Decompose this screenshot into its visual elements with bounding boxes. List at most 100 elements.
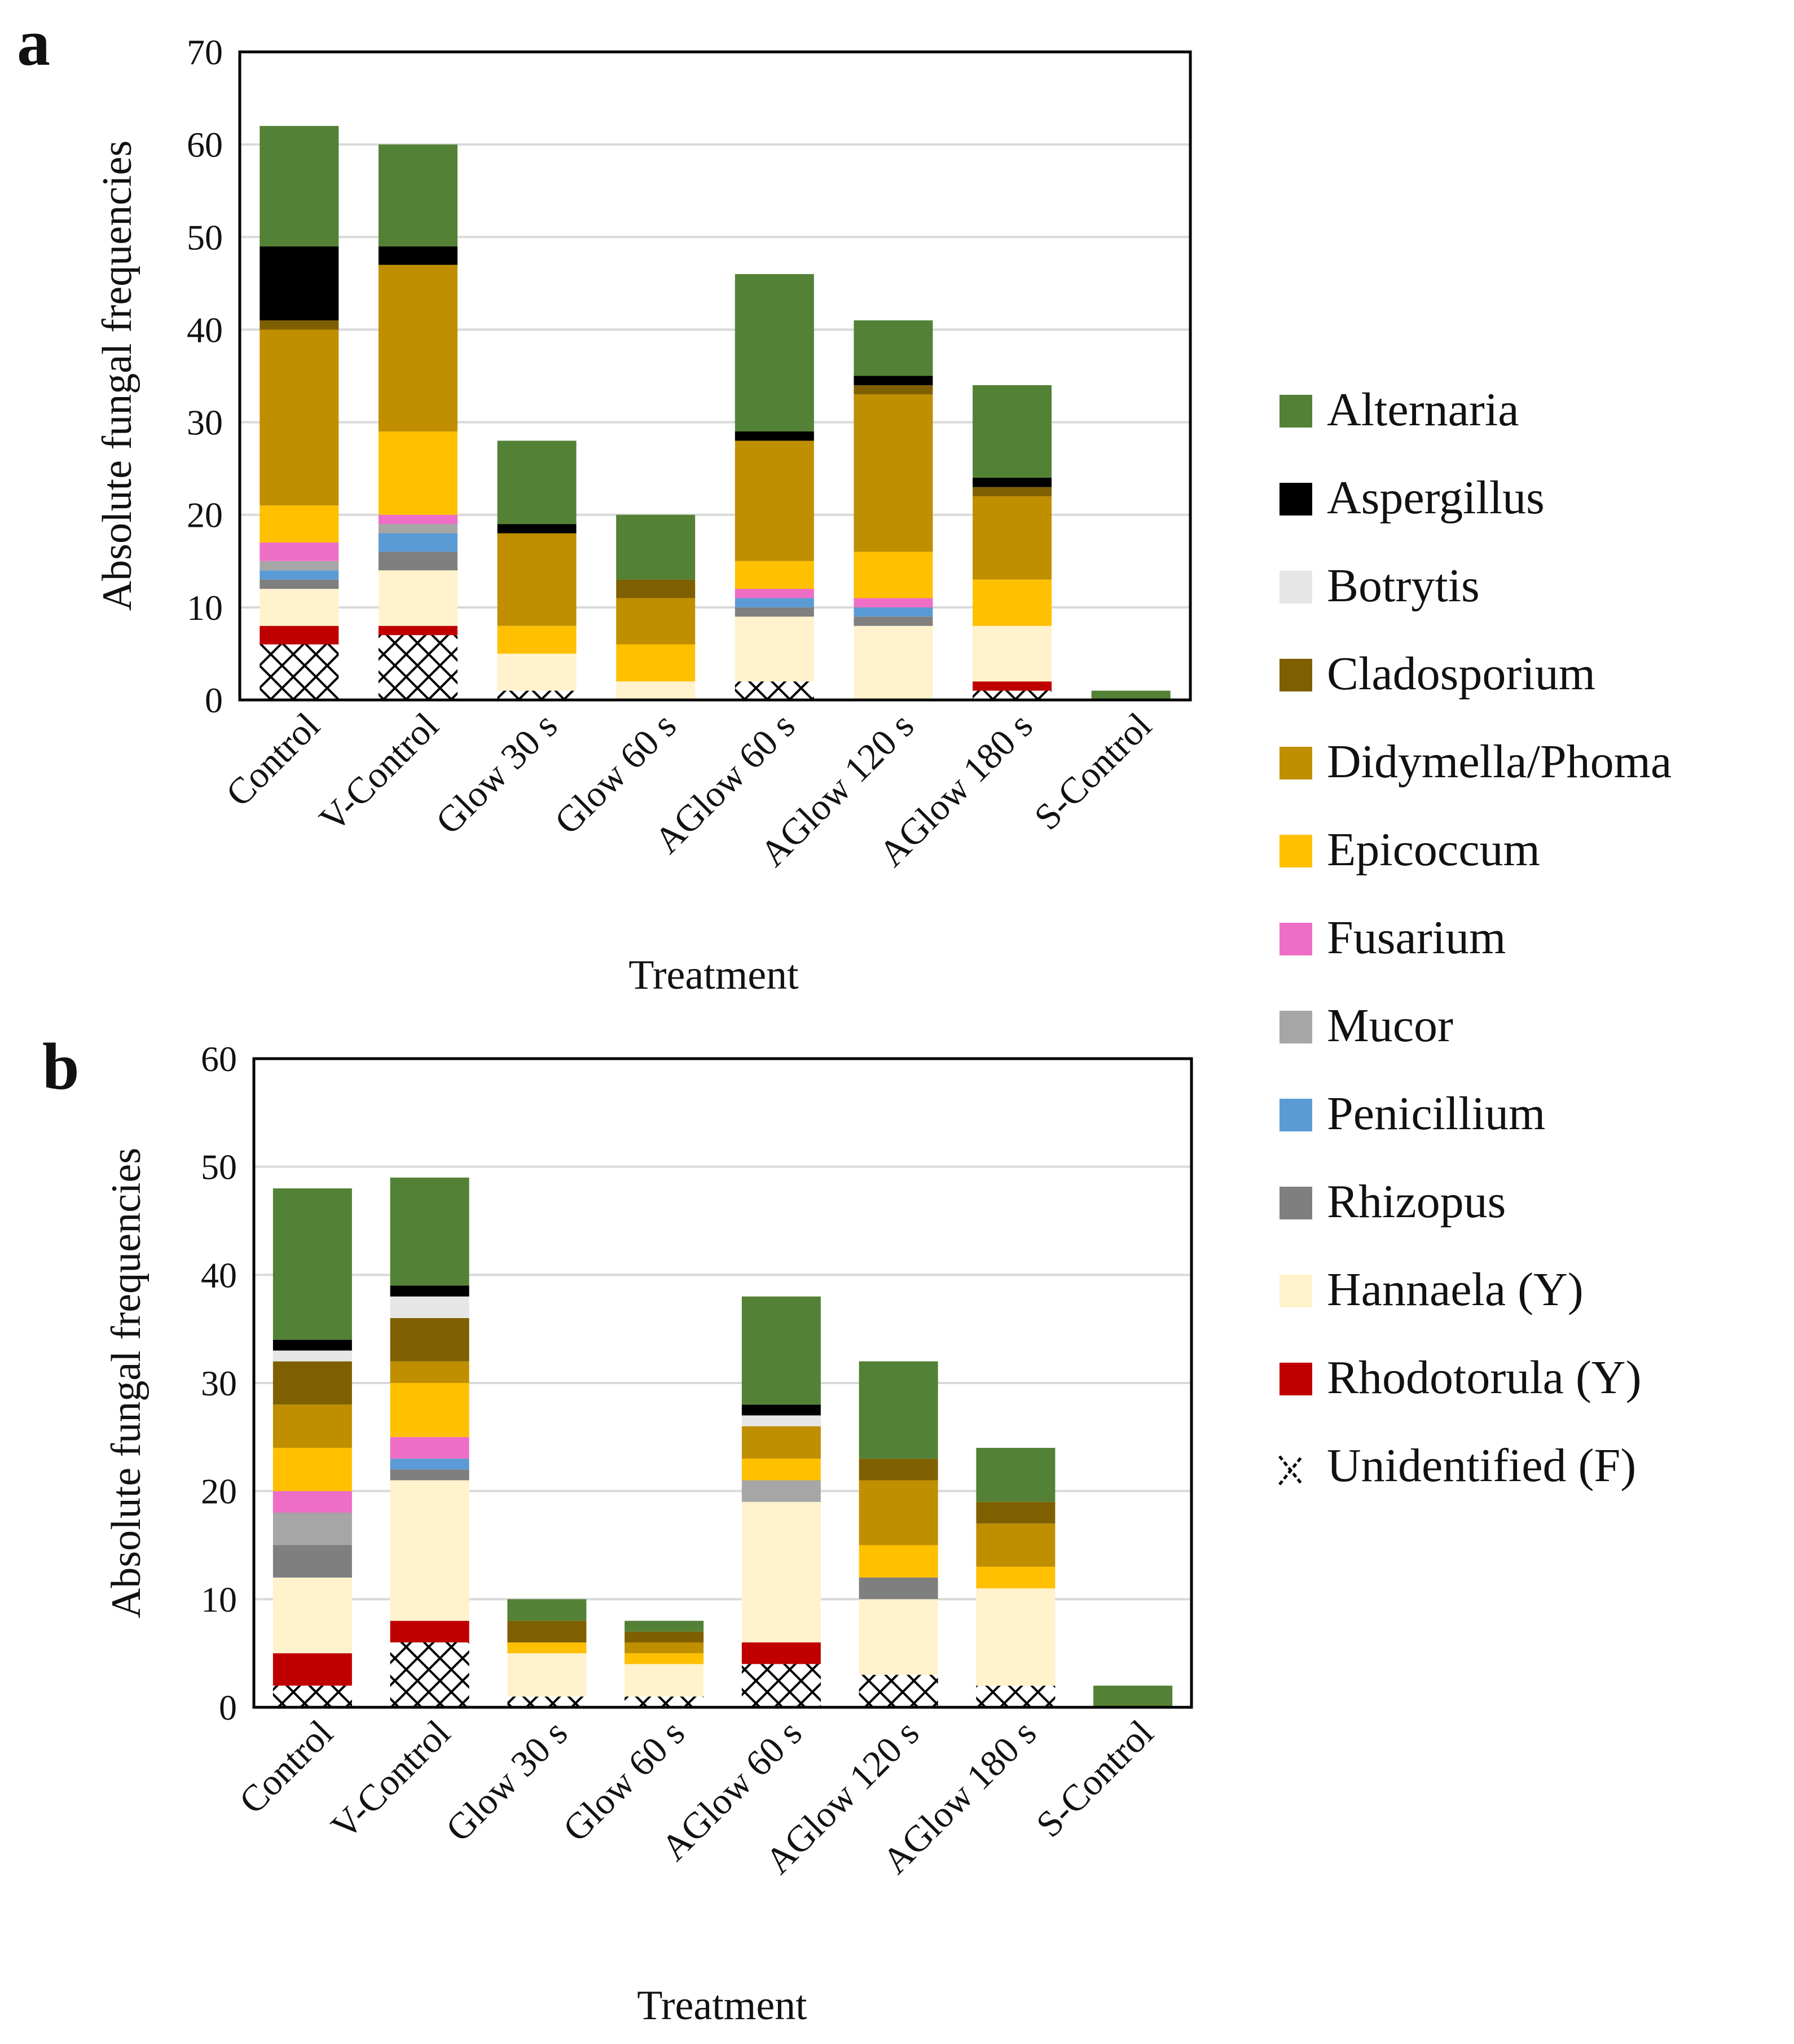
bar-segment-alternaria [854,320,933,376]
legend-swatch-rhizopus [1279,1187,1312,1219]
bar-segment-alternaria [1091,690,1171,700]
bar-segment-botrytis [272,1350,352,1362]
bar-segment-cladosporium [859,1459,938,1481]
bar-segment-fusarium [854,598,933,607]
legend-swatch-unidentified-f [1278,1455,1303,1486]
y-tick-label: 10 [201,1579,237,1619]
bar-segment-epicoccum [260,505,339,543]
bar-segment-hannaela-y [735,616,814,682]
bar-segment-alternaria [741,1296,821,1405]
legend-label-penicillium: Penicillium [1327,1087,1545,1140]
bar-segment-fusarium [272,1491,352,1513]
bar-segment-penicillium [260,570,339,580]
bar-segment-didymella-phoma [272,1404,352,1448]
bar-segment-aspergillus [973,478,1052,487]
bar-segment-epicoccum [859,1545,938,1578]
bar-segment-hannaela-y [973,625,1052,682]
legend-label-unidentified-f: Unidentified (F) [1327,1439,1636,1492]
bars-b [272,1177,1173,1707]
legend-swatch-botrytis [1279,571,1312,603]
bar-segment-didymella-phoma [260,329,339,506]
x-tick-label: V-Control [311,705,446,840]
legend-swatch-cladosporium [1279,659,1312,691]
bar-segment-unidentified-f [625,1696,704,1707]
bar-segment-botrytis [741,1415,821,1426]
bar-segment-alternaria [616,514,696,580]
bar-segment-mucor [378,524,458,534]
bar-segment-aspergillus [497,524,577,534]
bar-segment-mucor [741,1480,821,1502]
bar-segment-unidentified-f [497,690,577,700]
bar-segment-botrytis [390,1296,469,1318]
x-axis-label-b: Treatment [637,1983,807,2029]
y-tick-label: 60 [201,1039,237,1079]
bar-segment-epicoccum [507,1642,587,1654]
bar-segment-epicoccum [735,561,814,589]
y-tick-label: 50 [187,217,223,257]
legend-label-alternaria: Alternaria [1327,384,1519,436]
bar-segment-hannaela-y [976,1588,1056,1686]
legend-swatch-penicillium [1279,1099,1312,1131]
plot-frame-a [238,50,1192,702]
bar-segment-cladosporium [976,1501,1056,1524]
bar-segment-alternaria [272,1188,352,1340]
y-tick-label: 50 [201,1147,237,1187]
bar-segment-hannaela-y [272,1578,352,1654]
bar-segment-didymella-phoma [973,496,1052,580]
bar-segment-rhizopus [735,607,814,617]
x-tick-label: Control [218,705,328,814]
bar-segment-hannaela-y [616,681,696,700]
bar-segment-hannaela-y [497,653,577,691]
legend-swatch-fusarium [1279,923,1312,955]
bar-segment-penicillium [378,533,458,552]
bar-segment-fusarium [390,1437,469,1459]
y-tick-label: 30 [201,1363,237,1403]
legend-label-rhizopus: Rhizopus [1327,1175,1506,1228]
bar-segment-didymella-phoma [378,265,458,431]
x-tick-label: Control [231,1712,341,1822]
bar-segment-didymella-phoma [859,1480,938,1545]
bar-segment-alternaria [390,1177,469,1286]
bar-segment-rhizopus [260,579,339,589]
bar-segment-epicoccum [973,579,1052,626]
bar-segment-didymella-phoma [854,394,933,552]
legend-label-fusarium: Fusarium [1327,911,1506,964]
bar-segment-cladosporium [390,1318,469,1362]
legend-swatch-alternaria [1279,395,1312,428]
bar-segment-epicoccum [854,552,933,598]
y-tick-label: 0 [205,680,223,720]
bar-segment-epicoccum [378,431,458,515]
bar-segment-rhodotorula-y [390,1620,469,1642]
bar-segment-alternaria [507,1599,587,1621]
bar-segment-cladosporium [973,487,1052,496]
bar-segment-didymella-phoma [616,598,696,645]
bar-segment-epicoccum [741,1459,821,1481]
bars-a [260,126,1171,700]
bar-segment-cladosporium [854,385,933,395]
bar-segment-aspergillus [378,246,458,265]
y-tick-labels-b: 0 10 20 30 40 50 60 [201,1039,237,1728]
bar-segment-penicillium [854,607,933,617]
bar-segment-alternaria [735,274,814,431]
bar-segment-alternaria [497,440,577,525]
legend-label-rhodotorula-y: Rhodotorula (Y) [1327,1351,1642,1404]
bar-segment-aspergillus [272,1340,352,1351]
bar-segment-epicoccum [390,1383,469,1437]
bar-segment-unidentified-f [976,1685,1056,1707]
legend-swatch-mucor [1279,1011,1312,1043]
bar-segment-unidentified-f [260,644,339,700]
bar-segment-rhodotorula-y [741,1642,821,1664]
bar-segment-hannaela-y [260,589,339,626]
legend-swatch-epicoccum [1279,835,1312,867]
y-tick-label: 70 [187,32,223,72]
bar-segment-penicillium [735,598,814,607]
bar-segment-unidentified-f [390,1642,469,1707]
x-tick-label: Glow 30 s [428,705,565,842]
y-tick-labels-a: 0 10 20 30 40 50 60 70 [187,32,223,720]
bar-segment-rhodotorula-y [272,1653,352,1686]
bar-segment-epicoccum [976,1566,1056,1589]
bar-segment-penicillium [390,1459,469,1470]
